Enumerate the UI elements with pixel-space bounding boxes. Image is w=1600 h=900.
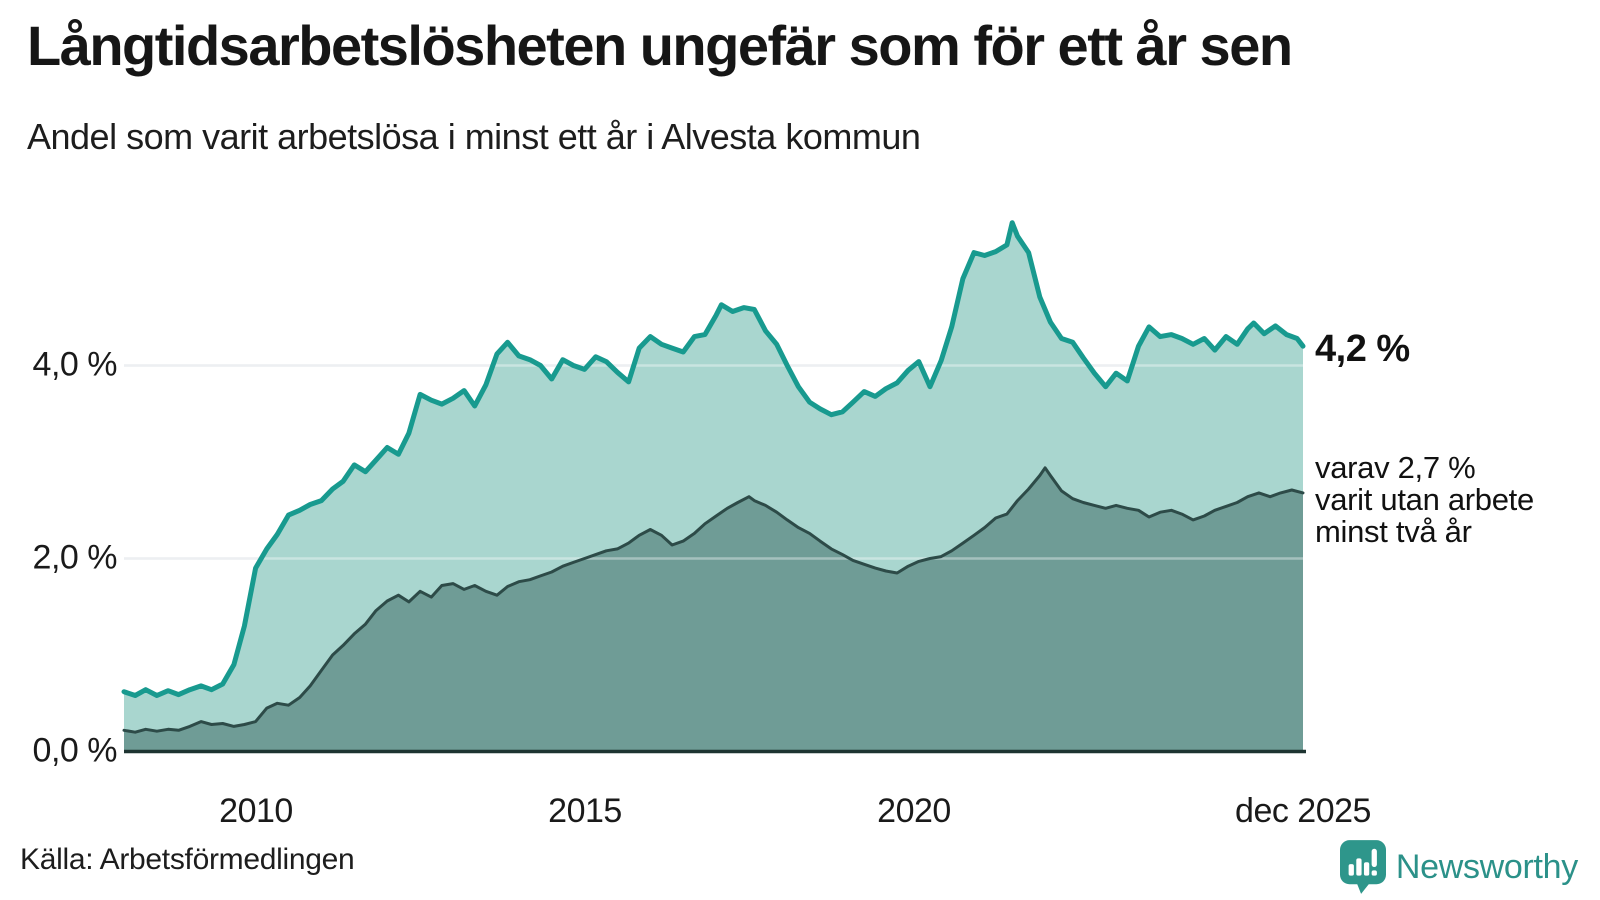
x-axis-tick-dec-2025: dec 2025 [1235, 792, 1371, 830]
bar-icon-small [1348, 864, 1354, 876]
newsworthy-branding: Newsworthy [1339, 840, 1578, 894]
x-axis-tick-2015: 2015 [548, 792, 622, 830]
gridline-overlay [124, 364, 1303, 560]
brand-name: Newsworthy [1395, 847, 1578, 886]
x-axis-tick-2010: 2010 [219, 792, 293, 830]
line-unemployed-min-two-years [122, 466, 1305, 734]
y-axis-tick-2: 2,0 % [32, 538, 118, 577]
newsworthy-speech-bubble-chart-icon [1339, 840, 1386, 894]
line-unemployed-min-one-year [121, 220, 1306, 698]
x-axis-tick-2020: 2020 [877, 792, 951, 830]
bar-icon-tall [1356, 858, 1362, 876]
y-axis-tick-4: 4,0 % [32, 345, 118, 384]
exclamation-stem [1371, 848, 1377, 867]
page-subtitle: Andel som varit arbetslösa i minst ett å… [27, 116, 921, 157]
secondary-value-annotation: varav 2,7 % varit utan arbete minst två … [1315, 452, 1534, 548]
y-axis-tick-0: 0,0 % [32, 731, 118, 770]
secondary-annotation-line-2: varit utan arbete [1315, 482, 1534, 517]
bar-icon-medium [1363, 862, 1370, 876]
secondary-annotation-line-3: minst två år [1315, 514, 1472, 549]
secondary-annotation-line-1: varav 2,7 % [1315, 450, 1476, 485]
exclamation-dot [1371, 870, 1377, 876]
area-unemployed-min-two-years [124, 467, 1303, 752]
latest-value-annotation: 4,2 % [1315, 328, 1410, 370]
source-credit: Källa: Arbetsförmedlingen [20, 843, 355, 876]
page-title: Långtidsarbetslösheten ungefär som för e… [27, 14, 1293, 77]
